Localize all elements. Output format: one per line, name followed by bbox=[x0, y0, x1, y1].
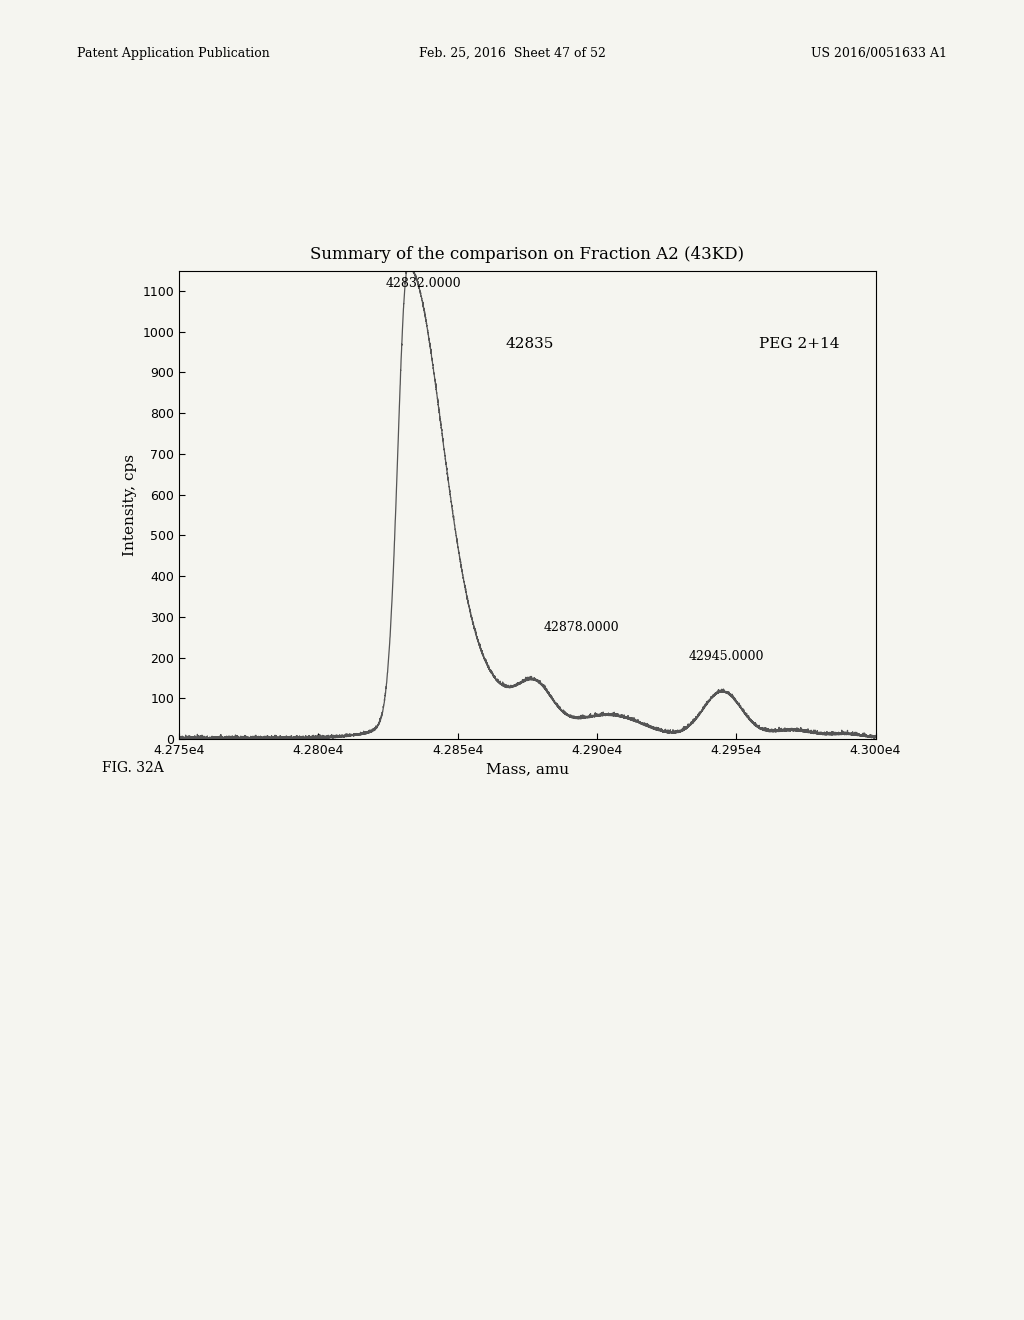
Text: 42945.0000: 42945.0000 bbox=[689, 649, 764, 663]
Title: Summary of the comparison on Fraction A2 (43KD): Summary of the comparison on Fraction A2… bbox=[310, 247, 744, 264]
Text: 42832.0000: 42832.0000 bbox=[385, 277, 461, 290]
Text: Patent Application Publication: Patent Application Publication bbox=[77, 46, 269, 59]
Text: 42878.0000: 42878.0000 bbox=[544, 622, 620, 634]
Y-axis label: Intensity, cps: Intensity, cps bbox=[123, 454, 137, 556]
Text: PEG 2+14: PEG 2+14 bbox=[759, 337, 839, 351]
Text: FIG. 32A: FIG. 32A bbox=[102, 762, 164, 775]
X-axis label: Mass, amu: Mass, amu bbox=[485, 763, 569, 776]
Text: Feb. 25, 2016  Sheet 47 of 52: Feb. 25, 2016 Sheet 47 of 52 bbox=[419, 46, 605, 59]
Text: US 2016/0051633 A1: US 2016/0051633 A1 bbox=[811, 46, 947, 59]
Text: 42835: 42835 bbox=[505, 337, 553, 351]
